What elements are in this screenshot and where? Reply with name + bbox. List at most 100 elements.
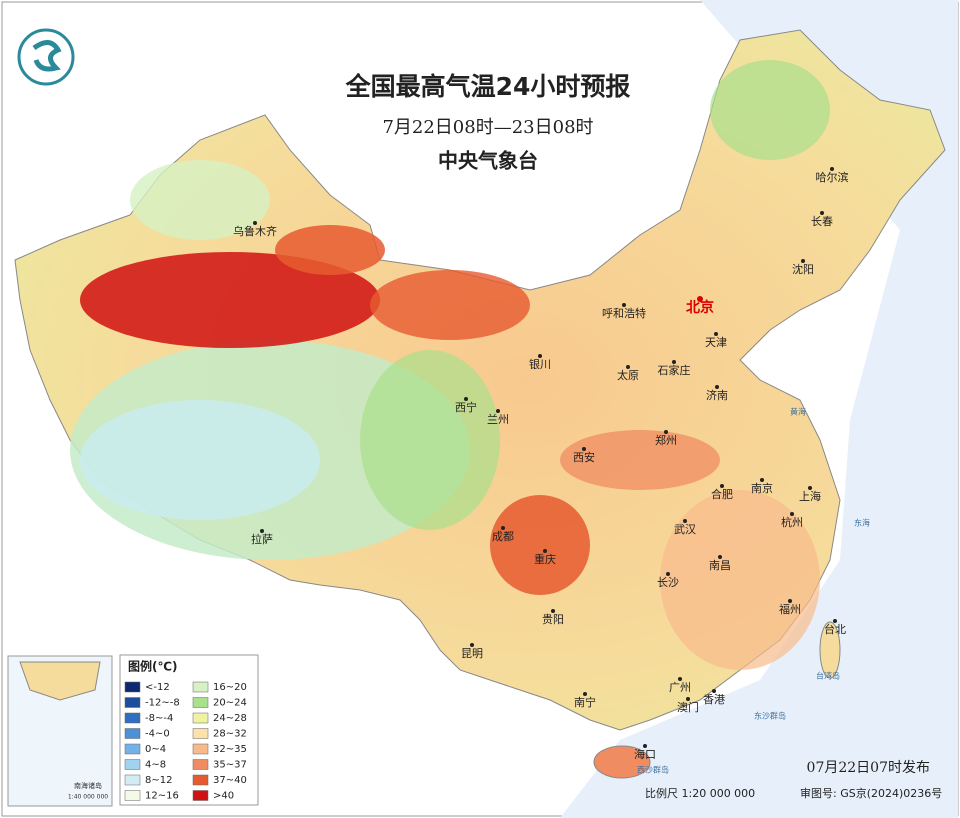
city-label: 杭州 bbox=[781, 515, 803, 529]
city-dot bbox=[697, 296, 703, 302]
city-dot bbox=[718, 555, 722, 559]
city-dot bbox=[543, 549, 547, 553]
city-dot bbox=[260, 529, 264, 533]
legend-swatch bbox=[192, 681, 209, 693]
city-dot bbox=[714, 332, 718, 336]
city-label: 兰州 bbox=[487, 413, 509, 426]
city-dot bbox=[551, 609, 555, 613]
city-label: 重庆 bbox=[534, 552, 556, 566]
city-label: 呼和浩特 bbox=[602, 306, 646, 320]
city-dot bbox=[582, 447, 586, 451]
northeast-green bbox=[710, 60, 830, 160]
sichuan-hot bbox=[490, 495, 590, 595]
city-label: 上海 bbox=[799, 489, 821, 503]
city-dot bbox=[808, 486, 812, 490]
city-label: 济南 bbox=[706, 388, 728, 402]
city-dot bbox=[678, 677, 682, 681]
city-label: 太原 bbox=[617, 369, 639, 382]
legend-swatch bbox=[192, 743, 209, 755]
inset-land bbox=[19, 661, 101, 701]
legend-swatch bbox=[192, 790, 209, 801]
legend-label: -4~0 bbox=[145, 729, 170, 740]
tarim-hot bbox=[80, 252, 380, 348]
legend-swatch bbox=[124, 759, 141, 770]
logo-mark bbox=[32, 40, 62, 72]
city-dot bbox=[788, 599, 792, 603]
city-label: 成都 bbox=[492, 530, 514, 543]
city-label: 香港 bbox=[703, 693, 725, 706]
issuer: 中央气象台 bbox=[438, 149, 538, 173]
legend-label: 28~32 bbox=[213, 729, 247, 740]
legend-swatch bbox=[124, 774, 141, 786]
city-dot bbox=[643, 744, 647, 748]
city-dot bbox=[666, 572, 670, 576]
approval: 审图号: GS京(2024)0236号 bbox=[800, 786, 942, 800]
legend-swatch bbox=[192, 728, 209, 739]
city-dot bbox=[464, 397, 468, 401]
legend-swatch bbox=[124, 712, 141, 724]
qinghai-green bbox=[360, 350, 500, 530]
city-label: 拉萨 bbox=[251, 532, 273, 546]
city-dot bbox=[833, 619, 837, 623]
legend-title: 图例(℃) bbox=[128, 659, 178, 674]
city-dot bbox=[583, 692, 587, 696]
legend-label: 4~8 bbox=[145, 760, 166, 771]
inset-scale: 1:40 000 000 bbox=[68, 794, 108, 801]
legend-swatch bbox=[124, 790, 141, 801]
city-label: 石家庄 bbox=[658, 363, 691, 377]
city-dot bbox=[664, 430, 668, 434]
city-label: 台北 bbox=[824, 622, 846, 636]
south-warm bbox=[660, 490, 820, 670]
legend-swatch bbox=[192, 712, 209, 724]
city-label: 天津 bbox=[705, 336, 727, 349]
altai-green bbox=[130, 160, 270, 240]
legend-swatch bbox=[192, 759, 209, 770]
city-label: 西宁 bbox=[455, 400, 477, 414]
city-label: 哈尔滨 bbox=[816, 170, 849, 184]
city-dot bbox=[720, 484, 724, 488]
city-label: 西安 bbox=[573, 450, 595, 464]
legend-label: 12~16 bbox=[145, 791, 179, 802]
city-label: 南宁 bbox=[574, 695, 596, 709]
city-label: 沈阳 bbox=[792, 262, 814, 276]
legend-label: -8~-4 bbox=[145, 713, 173, 724]
city-dot bbox=[470, 643, 474, 647]
gobi-hot bbox=[370, 270, 530, 340]
city-label: 广州 bbox=[669, 681, 691, 694]
city-dot bbox=[253, 221, 257, 225]
legend-label: <-12 bbox=[145, 682, 170, 693]
city-label: 银川 bbox=[529, 357, 551, 371]
turpan-hot bbox=[275, 225, 385, 275]
subtitle: 7月22日08时—23日08时 bbox=[382, 117, 593, 138]
city-label: 乌鲁木齐 bbox=[233, 224, 277, 238]
city-dot bbox=[790, 512, 794, 516]
legend-label: -12~-8 bbox=[145, 698, 180, 709]
scale: 比例尺 1:20 000 000 bbox=[645, 786, 755, 800]
sea-label: 东海 bbox=[854, 518, 870, 528]
legend-label: 35~37 bbox=[213, 760, 247, 771]
legend-swatch bbox=[124, 697, 141, 708]
legend-label: 37~40 bbox=[213, 775, 247, 786]
city-dot bbox=[683, 519, 687, 523]
city-dot bbox=[715, 385, 719, 389]
logo bbox=[17, 28, 75, 86]
city-label: 贵阳 bbox=[542, 613, 564, 626]
city-dot bbox=[830, 167, 834, 171]
city-label: 郑州 bbox=[655, 433, 677, 447]
city-label: 武汉 bbox=[674, 523, 696, 536]
inset-title: 南海诸岛 bbox=[74, 781, 102, 790]
city-label: 福州 bbox=[779, 602, 801, 616]
legend-label: 24~28 bbox=[213, 713, 247, 724]
city-dot bbox=[622, 303, 626, 307]
title: 全国最高气温24小时预报 bbox=[345, 72, 631, 101]
city-dot bbox=[496, 409, 500, 413]
legend-label: 16~20 bbox=[213, 682, 247, 693]
city-label: 南昌 bbox=[709, 559, 731, 572]
legend-swatch bbox=[124, 728, 141, 739]
sea-label: 东沙群岛 bbox=[754, 711, 786, 721]
ocean bbox=[560, 0, 958, 818]
